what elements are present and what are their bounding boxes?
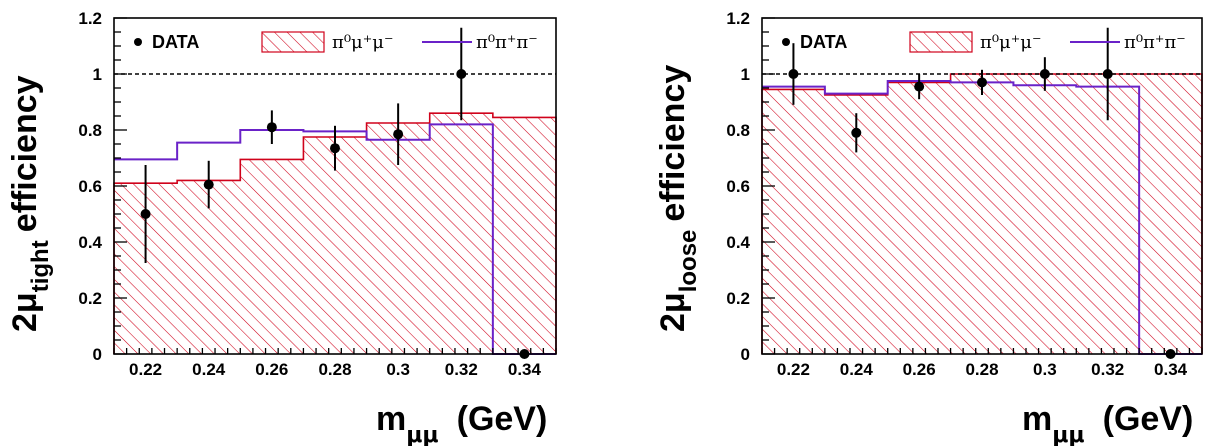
y-axis-title-suffix: efficiency	[6, 75, 44, 232]
chart-panel-left: 0.22 0.24 0.26 0.28 0.3 0.32 0.34 0 0.2 0.4 0.6 0.8…	[6, 9, 557, 446]
y-tick-label: 0.8	[78, 121, 102, 140]
data-point	[851, 127, 862, 138]
x-tick-label: 0.26	[903, 360, 936, 379]
x-tick-label: 0.32	[445, 360, 478, 379]
data-point	[914, 81, 925, 92]
signal-bin	[1013, 74, 1077, 354]
x-axis-title: mμμ (GeV)	[1022, 400, 1193, 446]
y-tick-label: 0.4	[726, 233, 750, 252]
y-axis-title: 2μtight efficiency	[6, 75, 54, 332]
y-tick-label: 0.6	[726, 177, 750, 196]
y-tick-label: 1	[93, 65, 102, 84]
y-tick-label: 0.2	[726, 289, 750, 308]
data-point	[1102, 69, 1113, 79]
x-axis-title-sub: μμ	[406, 423, 438, 446]
legend-background-label: π⁰π⁺π⁻	[1124, 32, 1186, 53]
x-tick-label: 0.3	[386, 360, 410, 379]
x-axis-title: mμμ (GeV)	[376, 400, 547, 446]
y-axis-title: 2μloose efficiency	[654, 65, 702, 332]
data-point	[266, 122, 277, 133]
x-tick-label: 0.34	[1154, 360, 1188, 379]
x-tick-label: 0.22	[129, 360, 162, 379]
x-axis-title-sub: μμ	[1052, 423, 1084, 446]
legend-data-label: DATA	[800, 32, 847, 52]
x-tick-label: 0.28	[318, 360, 351, 379]
signal-bin	[177, 180, 241, 354]
x-axis-title-main: m	[376, 400, 406, 438]
x-tick-label: 0.24	[192, 360, 226, 379]
x-axis-title-unit: (GeV)	[457, 400, 548, 438]
x-axis-title-unit: (GeV)	[1103, 400, 1194, 438]
legend-signal-label: π⁰μ⁺μ⁻	[980, 32, 1041, 53]
y-axis-title-prefix: 2μ	[654, 292, 692, 332]
y-tick-label: 0	[741, 345, 750, 364]
x-tick-label: 0.26	[255, 360, 288, 379]
y-tick-label: 0.2	[78, 289, 102, 308]
x-tick-label: 0.32	[1091, 360, 1124, 379]
data-point	[1039, 69, 1050, 79]
signal-bin	[762, 89, 825, 355]
legend-background-label: π⁰π⁺π⁻	[476, 32, 538, 53]
y-tick-label: 0.8	[726, 121, 750, 140]
signal-bin	[240, 159, 304, 354]
signal-bin	[1076, 74, 1140, 354]
x-tick-label: 0.34	[508, 360, 542, 379]
signal-bin	[950, 74, 1014, 354]
signal-bin	[1139, 74, 1202, 354]
chart-panel-right: 0.22 0.24 0.26 0.28 0.3 0.32 0.34 0 0.2 0.4 0.6 0.8…	[654, 9, 1203, 446]
data-point	[140, 209, 151, 219]
x-tick-label: 0.3	[1033, 360, 1057, 379]
legend-signal-swatch	[909, 31, 973, 53]
y-tick-label: 0.4	[78, 233, 102, 252]
data-point	[393, 129, 404, 140]
x-axis-title-main: m	[1022, 400, 1052, 438]
signal-bin	[887, 82, 951, 355]
data-point	[788, 69, 799, 79]
y-tick-label: 1.2	[78, 9, 102, 28]
y-tick-label: 0	[93, 345, 102, 364]
data-point	[977, 77, 987, 88]
legend-signal-swatch	[261, 31, 325, 53]
legend-data-marker	[782, 38, 790, 46]
data-point	[456, 69, 467, 79]
signal-bin	[429, 113, 493, 354]
signal-bin	[492, 117, 556, 355]
data-point	[203, 179, 214, 190]
y-tick-label: 1	[741, 65, 750, 84]
signal-bin	[303, 137, 367, 354]
y-axis-title-sub: loose	[675, 230, 702, 293]
x-tick-label: 0.24	[840, 360, 874, 379]
x-tick-label: 0.22	[777, 360, 810, 379]
data-point	[330, 143, 340, 154]
y-axis-title-suffix: efficiency	[654, 65, 692, 222]
legend-data-marker	[134, 38, 142, 46]
y-tick-label: 1.2	[726, 9, 750, 28]
y-axis-title-sub: tight	[27, 240, 54, 292]
x-tick-label: 0.28	[965, 360, 998, 379]
y-axis-title-prefix: 2μ	[6, 292, 44, 332]
legend-signal-label: π⁰μ⁺μ⁻	[332, 32, 393, 53]
y-tick-label: 0.6	[78, 177, 102, 196]
legend-data-label: DATA	[152, 32, 199, 52]
